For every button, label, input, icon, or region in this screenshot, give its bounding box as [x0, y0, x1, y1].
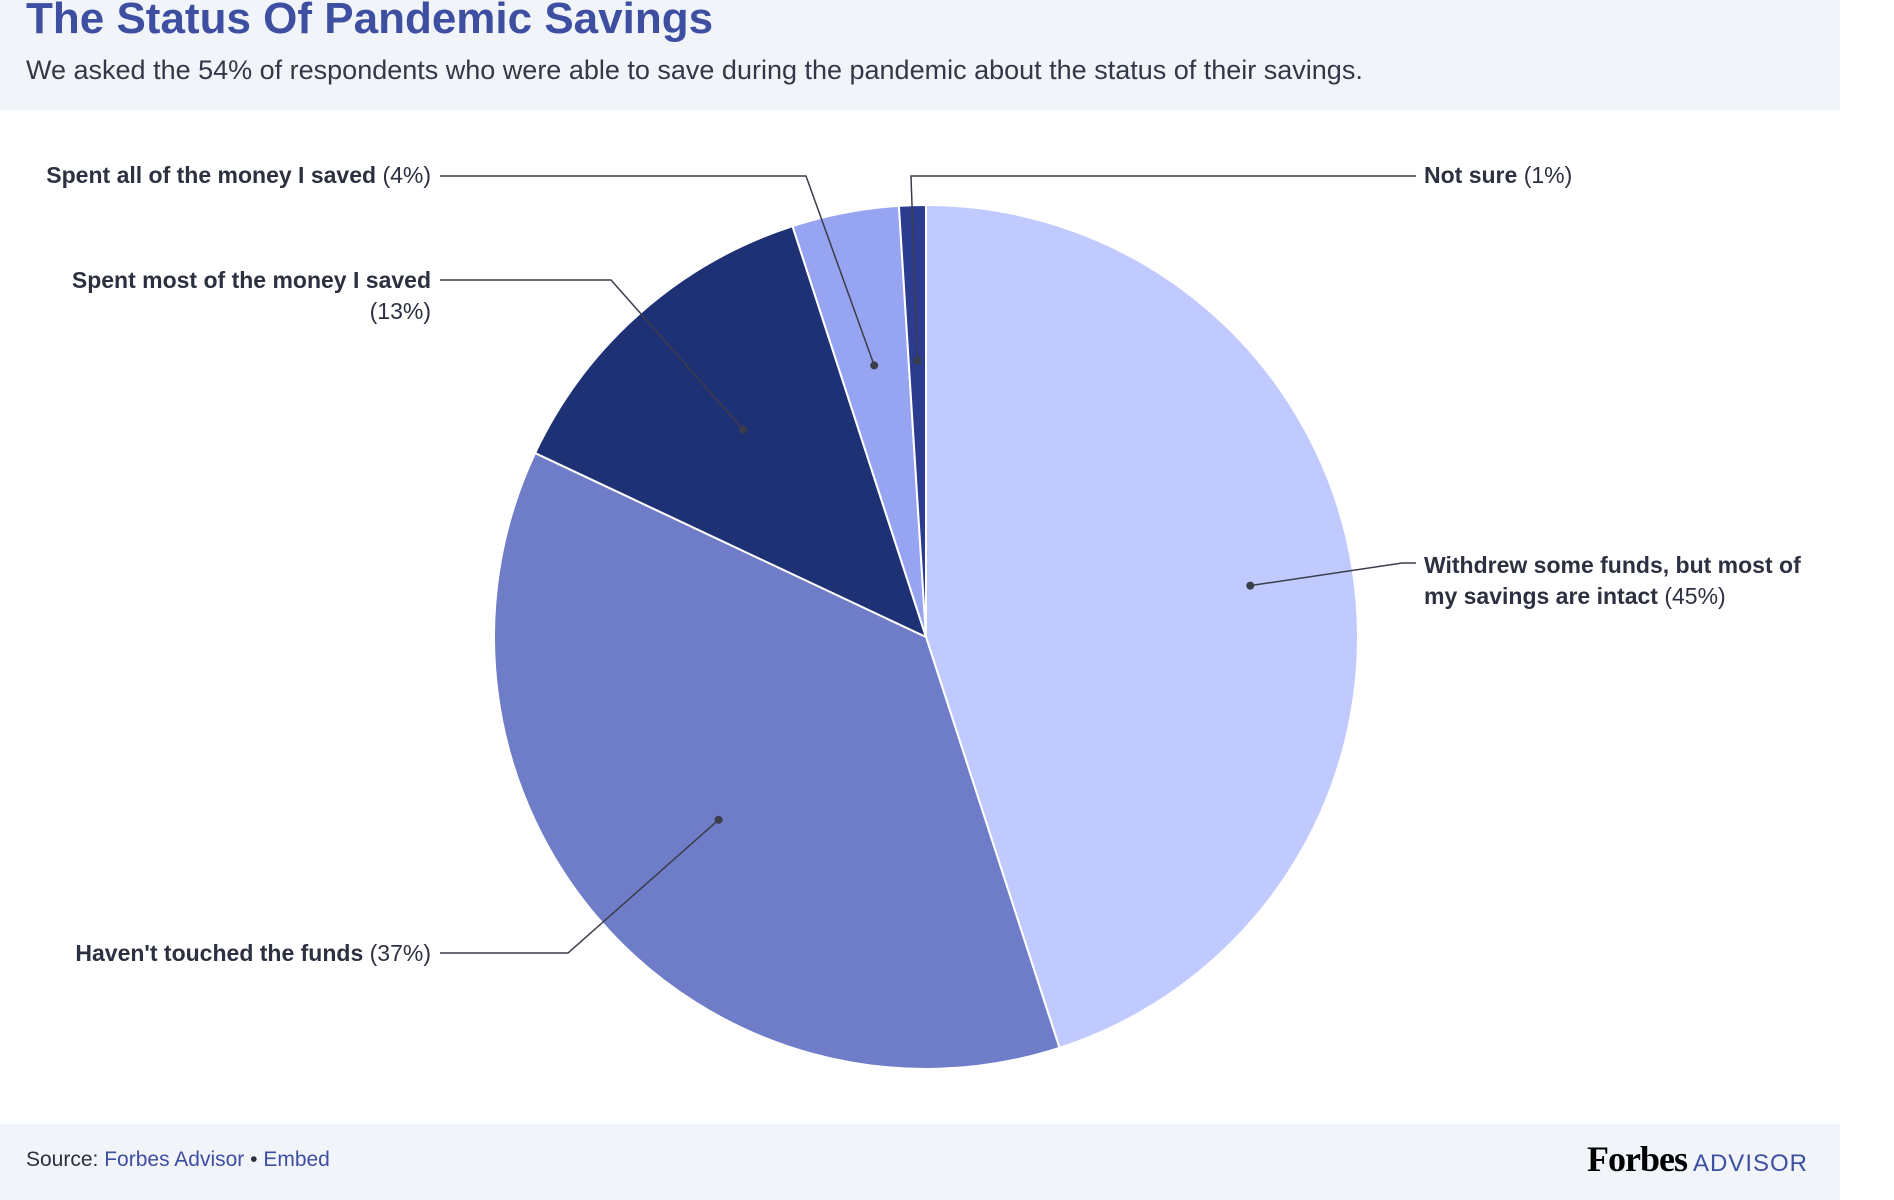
leader-dot-not-sure [913, 356, 922, 365]
source-link[interactable]: Forbes Advisor [104, 1148, 245, 1171]
slice-label-value: (4%) [382, 162, 431, 188]
slice-label-not-sure: Not sure (1%) [1424, 160, 1572, 191]
slice-label-name-line2: my savings are intact [1424, 583, 1658, 609]
leader-line-havent-touched [440, 819, 720, 954]
source-line: Source: Forbes Advisor • Embed [26, 1148, 330, 1172]
slice-label-spent-most: Spent most of the money I saved (13%) [72, 265, 431, 327]
slice-label-spent-all: Spent all of the money I saved (4%) [46, 160, 431, 191]
leader-dot-havent-touched [714, 815, 723, 824]
pie-slice-withdrew-some [925, 203, 1359, 1050]
source-separator: • [250, 1148, 258, 1171]
pie-chart [440, 175, 1416, 1070]
leader-dot-withdrew-some [1246, 581, 1255, 590]
slice-label-name: Spent most of the money I saved [71, 267, 431, 293]
slice-label-havent-touched: Haven't touched the funds (37%) [75, 938, 431, 969]
chart-subtitle: We asked the 54% of respondents who were… [26, 55, 1363, 85]
leader-line-not-sure [910, 175, 1416, 361]
slice-label-value: (37%) [369, 940, 431, 966]
embed-link[interactable]: Embed [263, 1148, 330, 1171]
leader-line-spent-all [440, 175, 875, 366]
slice-label-name: Spent all of the money I saved [46, 162, 377, 188]
source-label: Source: [26, 1148, 99, 1171]
slice-label-name-line1: Withdrew some funds, but most of [1424, 552, 1801, 578]
chart-footer: Source: Forbes Advisor • Embed Forbes ADV… [0, 1124, 1840, 1200]
slice-label-value: (1%) [1523, 162, 1573, 188]
chart-title: The Status Of Pandemic Savings [26, 0, 714, 43]
leader-dot-spent-most [739, 425, 748, 434]
logo-subtext: ADVISOR [1692, 1150, 1808, 1177]
forbes-advisor-logo: Forbes ADVISOR [1587, 1138, 1808, 1180]
chart-header: The Status Of Pandemic Savings We asked … [0, 0, 1840, 110]
slice-label-name: Haven't touched the funds [75, 940, 364, 966]
slice-label-name: Not sure [1424, 162, 1518, 188]
logo-wordmark: Forbes [1586, 1139, 1688, 1179]
slice-label-value: (45%) [1664, 583, 1726, 609]
leader-dot-spent-all [870, 361, 879, 370]
leader-line-withdrew-some [1250, 562, 1416, 587]
slice-label-withdrew-some: Withdrew some funds, but most of my savi… [1424, 550, 1801, 612]
slice-label-value: (13%) [369, 298, 431, 324]
leader-line-spent-most [440, 279, 744, 431]
